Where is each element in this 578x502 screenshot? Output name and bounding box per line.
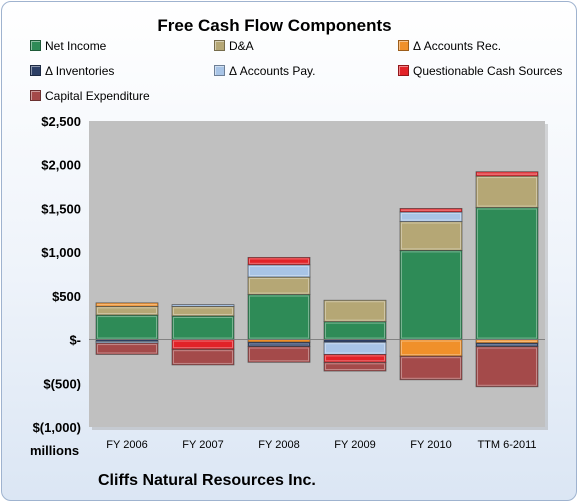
- y-tick-label: $1,000: [41, 245, 81, 260]
- chart-title: Free Cash Flow Components: [157, 16, 392, 35]
- legend-label: Δ Inventories: [45, 63, 115, 78]
- bar-segment-capital-expenditure: [247, 346, 311, 363]
- bar-segment-danda: [475, 175, 539, 208]
- y-tick-label: $-: [69, 333, 81, 348]
- bar-segment-bevel: [325, 355, 385, 362]
- bar-segment-bevel: [173, 340, 233, 349]
- legend-item-questionable-cash-sources: Questionable Cash Sources: [398, 63, 562, 79]
- x-tick-label: FY 2009: [334, 439, 375, 451]
- bar-segment-questionable-cash-sources: [475, 171, 539, 177]
- y-tick-label: $2,500: [41, 114, 81, 129]
- x-tick-label: FY 2007: [182, 439, 223, 451]
- legend-swatch: [398, 65, 409, 77]
- bar-segment-net-income: [475, 207, 539, 340]
- bar-segment-bevel: [249, 343, 309, 346]
- bar-segment-net-income: [323, 321, 387, 340]
- bar-segment-bevel: [477, 177, 537, 207]
- bar-segment-danda: [323, 299, 387, 323]
- legend-label: Capital Expenditure: [45, 88, 150, 103]
- bar-segment-net-income: [247, 294, 311, 340]
- y-tick-label: $(1,000): [33, 420, 81, 435]
- bar-segment-net-income: [95, 314, 159, 340]
- bar-segment-bevel: [249, 258, 309, 264]
- bar-segment-bevel: [325, 322, 385, 339]
- bar-segment-bevel: [325, 301, 385, 321]
- bar-segment-capital-expenditure: [399, 355, 463, 381]
- legend-swatch: [30, 90, 41, 102]
- legend-label: D&A: [229, 38, 254, 53]
- bar-segment-bevel: [401, 357, 461, 379]
- bar-segment-capital-expenditure: [323, 361, 387, 372]
- company-name: Cliffs Natural Resources Inc.: [98, 472, 316, 489]
- bar-segment-inventories: [247, 341, 311, 347]
- plot-background: [89, 121, 545, 427]
- y-tick-label: $500: [52, 289, 81, 304]
- bar-segment-accounts-rec: [399, 339, 463, 357]
- bar-segment-bevel: [173, 316, 233, 339]
- legend-item-capital-expenditure: Capital Expenditure: [30, 88, 150, 104]
- bar-segment-bevel: [249, 295, 309, 339]
- bar-segment-bevel: [249, 265, 309, 277]
- bar-segment-bevel: [249, 278, 309, 294]
- legend-item-danda: D&A: [214, 38, 254, 54]
- legend-swatch: [30, 40, 41, 52]
- bar-segment-capital-expenditure: [171, 348, 235, 366]
- bar-segment-bevel: [97, 344, 157, 354]
- bar-segment-bevel: [173, 350, 233, 364]
- x-tick-label: TTM 6-2011: [477, 439, 536, 451]
- bar-segment-bevel: [401, 212, 461, 221]
- legend-swatch: [30, 65, 41, 77]
- legend: Net Income D&A Δ Accounts Rec. Δ Inventorie…: [2, 2, 576, 112]
- legend-label: Δ Accounts Pay.: [229, 63, 316, 78]
- bar-segment-capital-expenditure: [95, 342, 159, 355]
- units-label: millions: [30, 443, 80, 458]
- bar-segment-danda: [399, 221, 463, 251]
- bar-segment-questionable-cash-sources: [399, 208, 463, 213]
- bar-segment-bevel: [249, 347, 309, 362]
- bar-segment-bevel: [477, 172, 537, 176]
- bar-segment-bevel: [325, 363, 385, 371]
- legend-swatch: [398, 40, 409, 52]
- x-tick-label: FY 2008: [258, 439, 299, 451]
- x-tick-label: FY 2010: [410, 439, 451, 451]
- legend-label: Questionable Cash Sources: [413, 63, 563, 78]
- bar-segment-questionable-cash-sources: [247, 256, 311, 266]
- legend-item-net-income: Net Income: [30, 38, 106, 54]
- legend-swatch: [214, 40, 225, 52]
- bar-segment-bevel: [401, 222, 461, 250]
- bar-segment-accounts-rec: [95, 302, 159, 307]
- bar-segment-accounts-pay: [171, 304, 235, 307]
- bar-segment-bevel: [173, 307, 233, 315]
- bar-segment-bevel: [401, 251, 461, 339]
- x-tick-label: FY 2006: [106, 439, 147, 451]
- legend-swatch: [214, 65, 225, 77]
- legend-item-inventories: Δ Inventories: [30, 63, 114, 79]
- bar-segment-net-income: [399, 249, 463, 340]
- legend-item-accounts-rec: Δ Accounts Rec.: [398, 38, 501, 54]
- bar-segment-bevel: [477, 208, 537, 339]
- bar-segment-bevel: [477, 347, 537, 386]
- legend-item-accounts-pay: Δ Accounts Pay.: [214, 63, 316, 79]
- legend-label: Net Income: [45, 38, 107, 53]
- bar-segment-bevel: [97, 316, 157, 339]
- bar-segment-danda: [247, 276, 311, 295]
- bar-segment-bevel: [325, 343, 385, 354]
- y-tick-label: $(500): [43, 376, 81, 391]
- bar-segment-bevel: [97, 307, 157, 315]
- y-tick-label: $1,500: [41, 201, 81, 216]
- legend-label: Δ Accounts Rec.: [413, 38, 502, 53]
- bar-segment-bevel: [401, 340, 461, 356]
- bar-segment-net-income: [171, 315, 235, 340]
- y-tick-label: $2,000: [41, 158, 81, 173]
- bar-segment-capital-expenditure: [475, 346, 539, 388]
